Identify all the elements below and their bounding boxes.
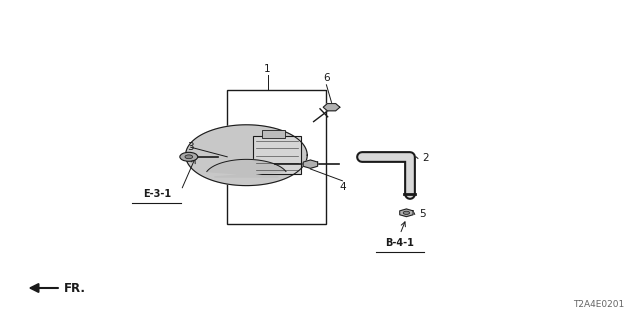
- Text: 6: 6: [323, 73, 330, 84]
- Text: B-4-1: B-4-1: [385, 238, 415, 248]
- Polygon shape: [186, 125, 307, 186]
- Polygon shape: [303, 160, 317, 168]
- Polygon shape: [323, 104, 340, 111]
- Bar: [227, 90, 326, 224]
- Bar: [262, 130, 285, 138]
- Circle shape: [403, 211, 410, 214]
- Polygon shape: [400, 209, 413, 217]
- Text: E-3-1: E-3-1: [143, 188, 171, 199]
- Text: T2A4E0201: T2A4E0201: [573, 300, 624, 309]
- Text: 2: 2: [422, 153, 429, 164]
- Text: FR.: FR.: [64, 282, 86, 294]
- Text: 1: 1: [264, 64, 271, 74]
- Text: 5: 5: [419, 209, 426, 220]
- Text: 3: 3: [188, 142, 194, 152]
- Bar: [253, 136, 301, 174]
- Text: 4: 4: [339, 182, 346, 192]
- Circle shape: [180, 152, 198, 161]
- Polygon shape: [207, 159, 286, 177]
- Circle shape: [185, 155, 193, 159]
